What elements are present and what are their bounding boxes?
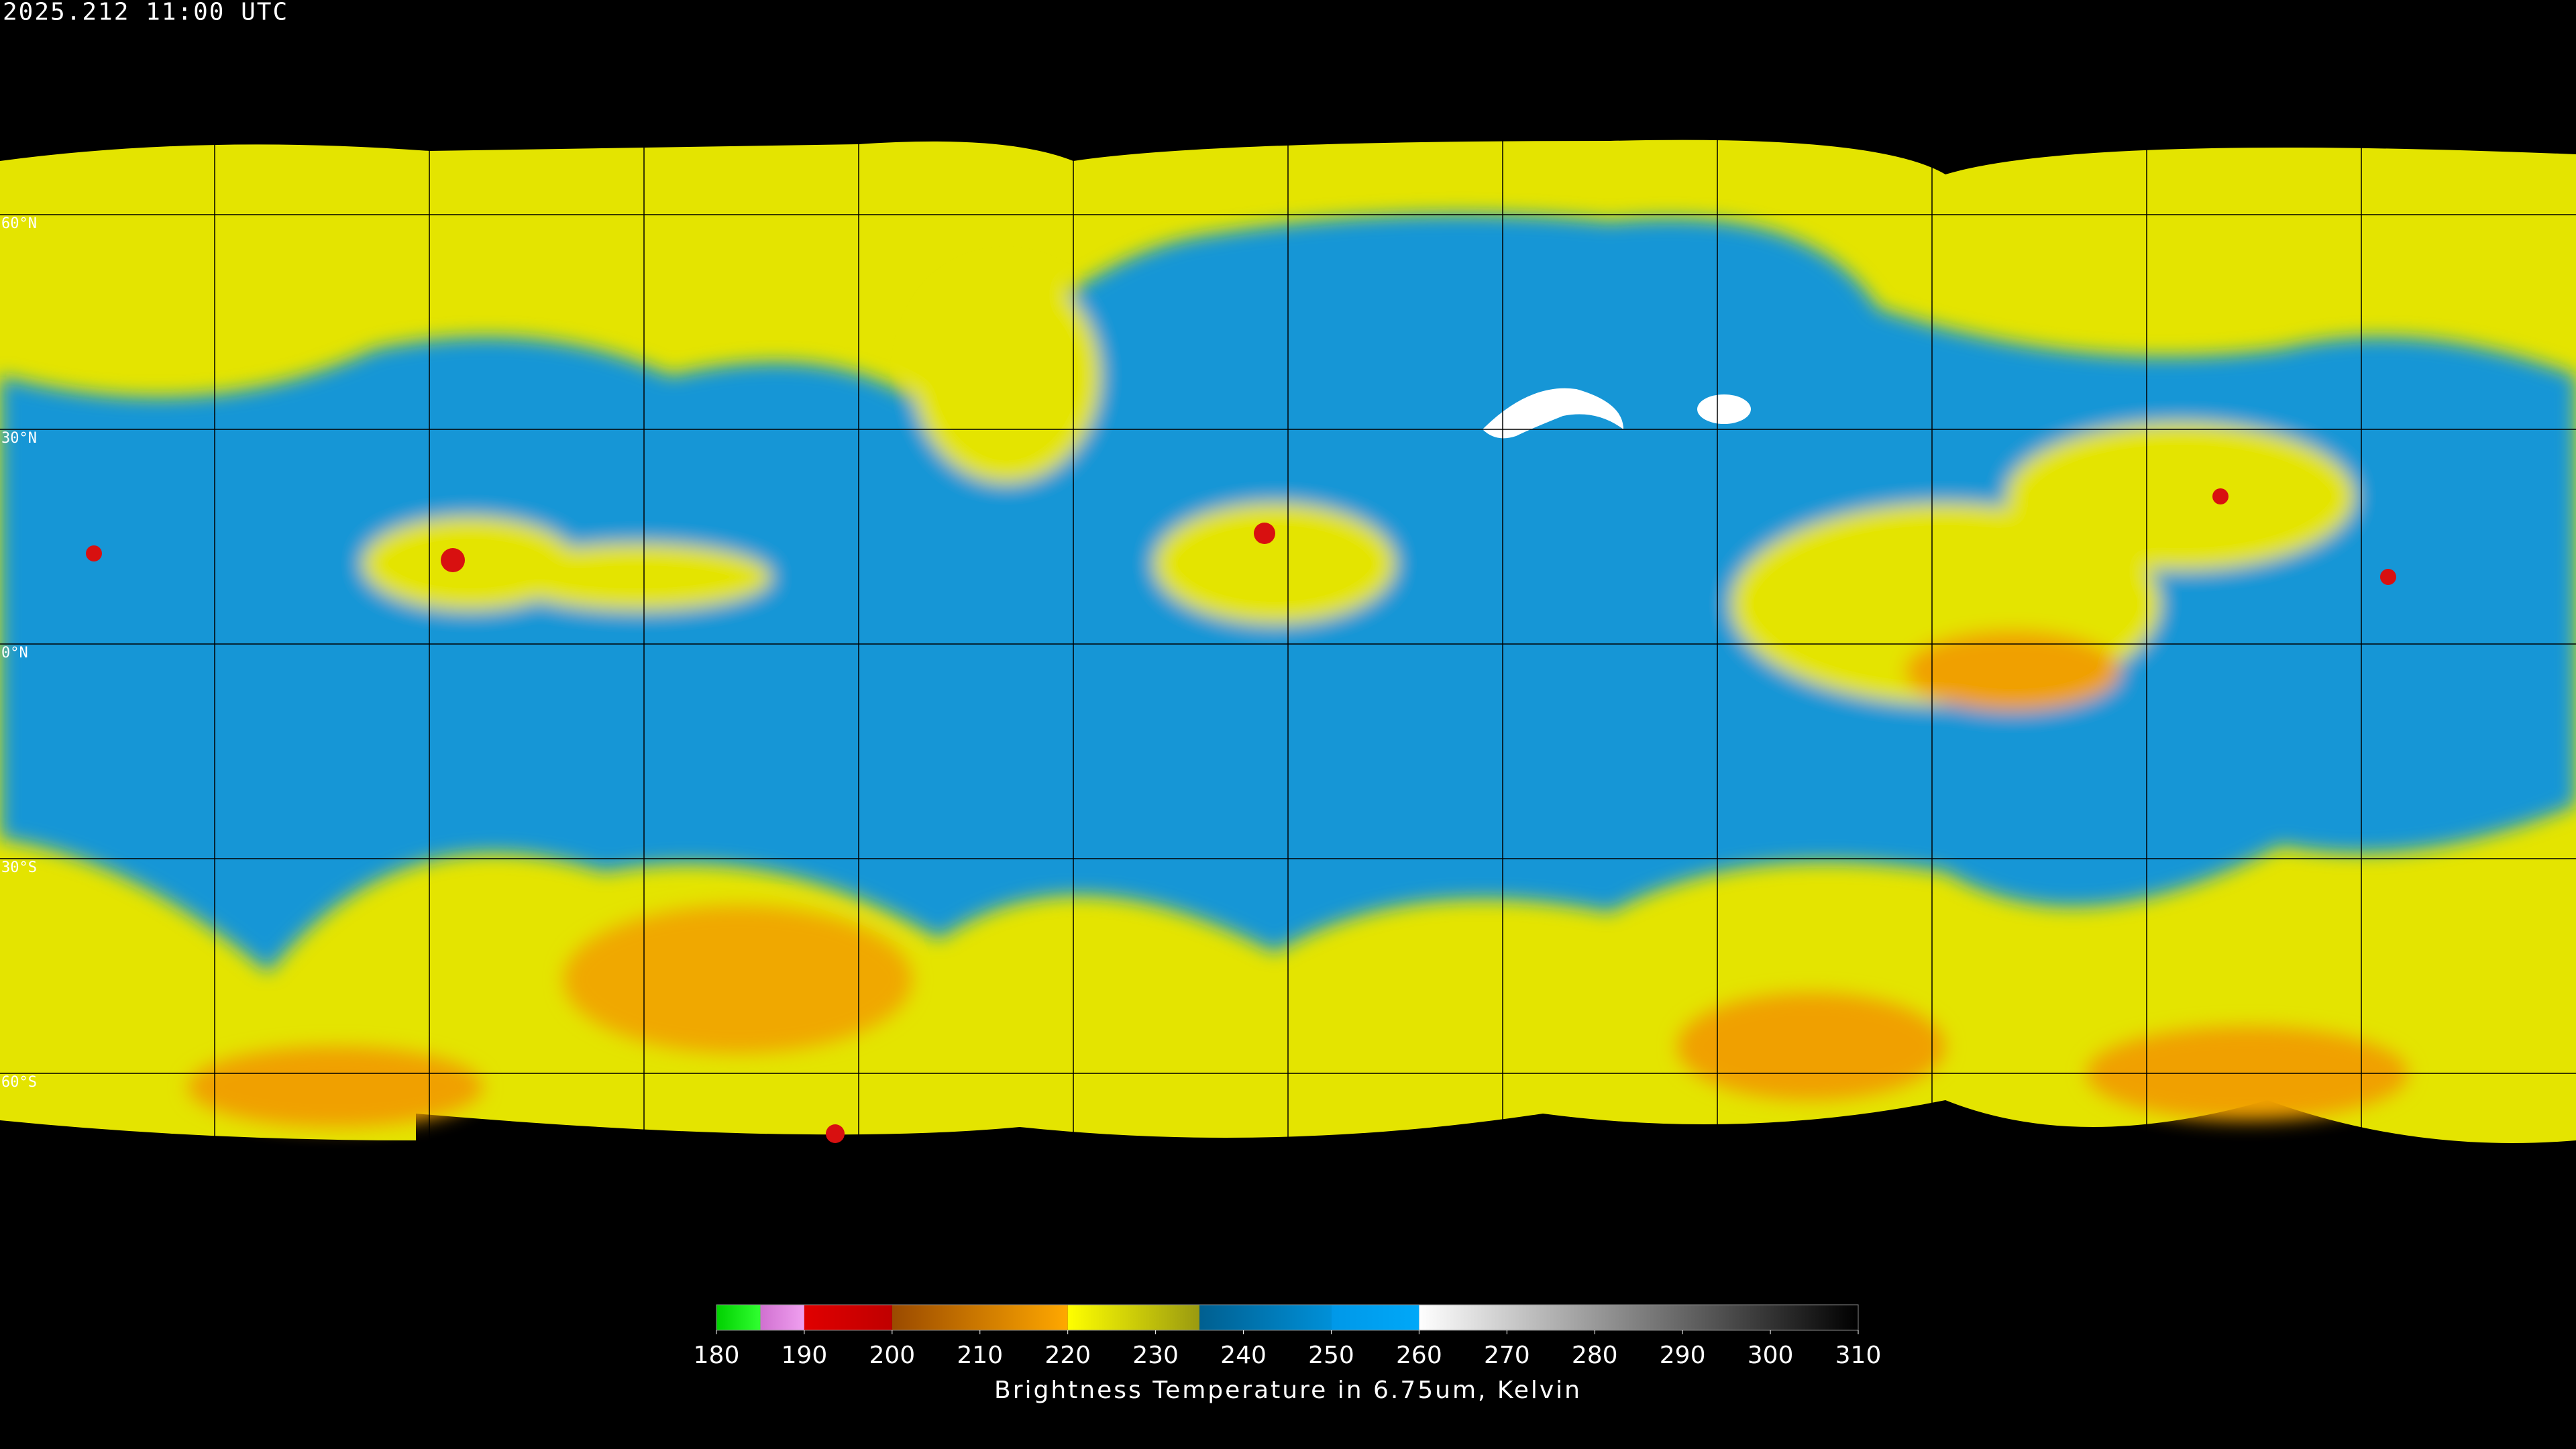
colorbar: 180 190 200 210 220 230 240 250 260 270 280 290 300 3…: [694, 1304, 1882, 1369]
timestamp: 2025.212 11:00 UTC: [3, 0, 288, 26]
colorbar-tick-label: 300: [1748, 1342, 1794, 1369]
colorbar-tick-label: 290: [1660, 1342, 1706, 1369]
colorbar-segment: [1199, 1305, 1332, 1330]
colorbar-tick-label: 220: [1044, 1342, 1091, 1369]
colorbar-tick-label: 310: [1835, 1342, 1882, 1369]
latitude-labels: 60°N 30°N 0°N 30°S 60°S: [1, 215, 37, 1091]
colorbar-tick-label: 230: [1132, 1342, 1179, 1369]
colorbar-tick-label: 260: [1396, 1342, 1442, 1369]
colorbar-frame: [716, 1304, 1859, 1331]
colorbar-segment: [760, 1305, 804, 1330]
colorbar-segment: [804, 1305, 892, 1330]
graticule: [0, 0, 2576, 1288]
colorbar-tick-label: 180: [694, 1342, 740, 1369]
colorbar-tick-label: 250: [1308, 1342, 1354, 1369]
colorbar-label: Brightness Temperature in 6.75um, Kelvin: [994, 1377, 1582, 1404]
colorbar-tick-label: 190: [782, 1342, 828, 1369]
latitude-label: 30°S: [1, 859, 37, 876]
colorbar-segment: [892, 1305, 1068, 1330]
colorbar-tick-label: 270: [1484, 1342, 1530, 1369]
colorbar-tick-label: 210: [957, 1342, 1003, 1369]
colorbar-segment: [1067, 1305, 1200, 1330]
colorbar-tick-label: 200: [869, 1342, 915, 1369]
latitude-label: 60°N: [1, 215, 37, 232]
colorbar-segment: [716, 1305, 761, 1330]
colorbar-segment: [1331, 1305, 1419, 1330]
colorbar-tick-label: 280: [1572, 1342, 1618, 1369]
latitude-label: 30°N: [1, 430, 37, 447]
colorbar-segment: [1419, 1305, 1858, 1330]
colorbar-tick-label: 240: [1220, 1342, 1267, 1369]
latitude-label: 60°S: [1, 1074, 37, 1091]
latitude-label: 0°N: [1, 645, 28, 661]
